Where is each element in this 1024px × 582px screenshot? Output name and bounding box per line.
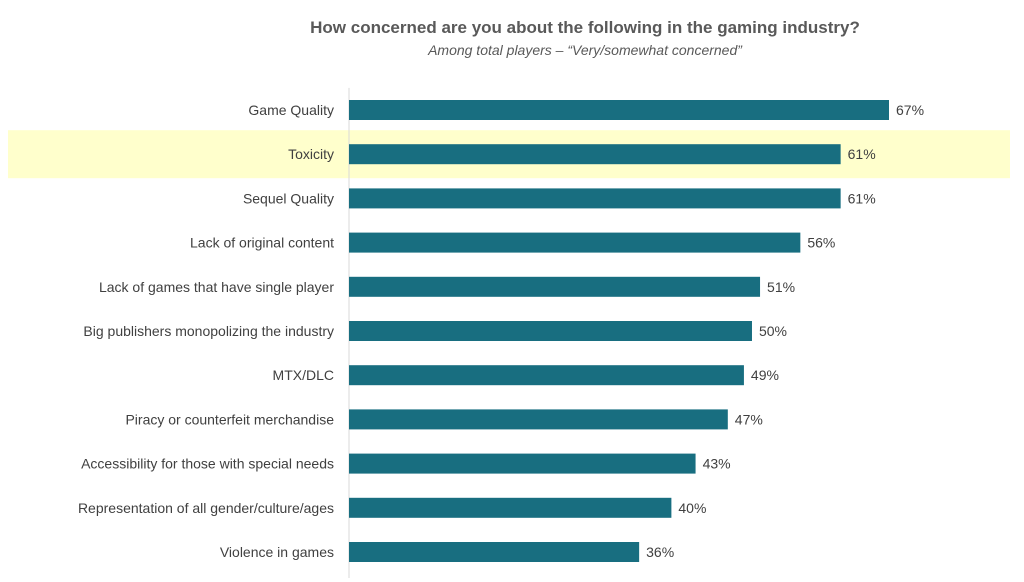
bar	[349, 276, 761, 297]
value-label: 36%	[646, 544, 674, 560]
bar	[349, 365, 744, 386]
category-label: Lack of original content	[190, 235, 334, 251]
value-label: 61%	[848, 146, 876, 162]
value-label: 49%	[751, 367, 779, 383]
bar	[349, 232, 801, 253]
category-label: MTX/DLC	[273, 367, 334, 383]
value-label: 50%	[759, 323, 787, 339]
category-label: Lack of games that have single player	[99, 279, 334, 295]
bar	[349, 188, 841, 209]
bar	[349, 144, 841, 165]
bar	[349, 100, 889, 120]
value-label: 43%	[703, 456, 731, 472]
bar	[349, 542, 640, 562]
category-label: Representation of all gender/culture/age…	[78, 500, 334, 516]
value-label: 61%	[848, 190, 876, 206]
category-label: Piracy or counterfeit merchandise	[125, 411, 334, 427]
value-label: 51%	[767, 279, 795, 295]
category-label: Violence in games	[220, 544, 334, 560]
category-label: Big publishers monopolizing the industry	[83, 323, 334, 339]
category-label: Sequel Quality	[243, 190, 334, 206]
bar	[349, 453, 696, 474]
category-label: Toxicity	[288, 146, 334, 162]
bar	[349, 497, 672, 518]
chart-subtitle: Among total players – “Very/somewhat con…	[428, 42, 742, 58]
value-label: 56%	[807, 235, 835, 251]
value-label: 47%	[735, 411, 763, 427]
value-label: 40%	[678, 500, 706, 516]
chart-title: How concerned are you about the followin…	[310, 18, 860, 37]
value-label: 67%	[896, 102, 924, 118]
category-label: Game Quality	[248, 102, 334, 118]
bar	[349, 321, 752, 341]
category-label: Accessibility for those with special nee…	[81, 456, 334, 472]
bar	[349, 409, 728, 430]
